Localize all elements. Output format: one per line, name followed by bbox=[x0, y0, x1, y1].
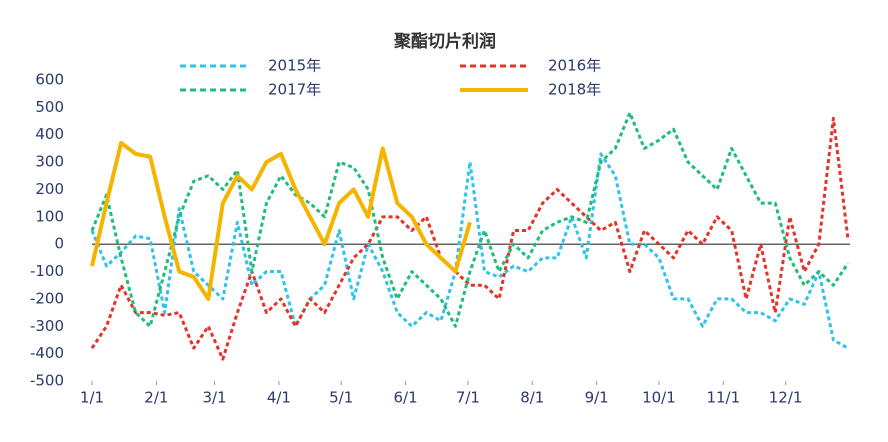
y-tick-label: -500 bbox=[30, 372, 64, 390]
legend-label: 2015年 bbox=[268, 57, 321, 75]
x-tick-label: 1/1 bbox=[80, 389, 104, 407]
y-tick-label: 500 bbox=[35, 98, 64, 116]
x-tick-label: 4/1 bbox=[267, 389, 291, 407]
y-tick-label: 400 bbox=[35, 125, 64, 143]
x-tick-label: 5/1 bbox=[329, 389, 353, 407]
y-tick-label: -300 bbox=[30, 317, 64, 335]
y-tick-label: 300 bbox=[35, 153, 64, 171]
y-tick-label: 100 bbox=[35, 207, 64, 225]
y-tick-label: -200 bbox=[30, 289, 64, 307]
x-tick-label: 3/1 bbox=[202, 389, 226, 407]
x-tick-label: 8/1 bbox=[520, 389, 544, 407]
legend-label: 2016年 bbox=[548, 57, 601, 75]
series-line bbox=[90, 116, 850, 361]
x-tick-label: 6/1 bbox=[394, 389, 418, 407]
x-tick-label: 2/1 bbox=[144, 389, 168, 407]
x-tick-label: 7/1 bbox=[456, 389, 480, 407]
series-line bbox=[90, 111, 850, 328]
x-tick-label: 10/1 bbox=[642, 389, 676, 407]
x-tick-label: 11/1 bbox=[706, 389, 740, 407]
series-line bbox=[90, 152, 849, 350]
y-tick-label: 600 bbox=[35, 71, 64, 89]
y-tick-label: 200 bbox=[35, 180, 64, 198]
y-tick-label: -400 bbox=[30, 344, 64, 362]
y-tick-label: 0 bbox=[54, 235, 64, 253]
x-tick-label: 12/1 bbox=[769, 389, 803, 407]
legend-label: 2018年 bbox=[548, 81, 601, 99]
x-tick-label: 9/1 bbox=[585, 389, 609, 407]
chart-title: 聚酯切片利润 bbox=[393, 31, 496, 52]
series-line bbox=[90, 140, 472, 301]
y-tick-label: -100 bbox=[30, 262, 64, 280]
legend-label: 2017年 bbox=[268, 81, 321, 99]
